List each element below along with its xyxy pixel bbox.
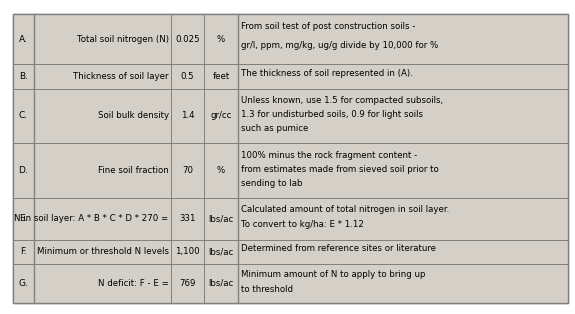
Bar <box>171 198 204 240</box>
Text: lbs/ac: lbs/ac <box>208 279 233 288</box>
Text: Minimum or threshold N levels: Minimum or threshold N levels <box>37 247 168 256</box>
Bar <box>171 240 204 264</box>
Bar <box>171 143 204 198</box>
Bar <box>34 89 171 143</box>
Bar <box>204 240 237 264</box>
Text: N deficit: F - E =: N deficit: F - E = <box>98 279 168 288</box>
Text: gr/cc: gr/cc <box>210 111 232 120</box>
Bar <box>171 14 204 64</box>
Text: Unless known, use 1.5 for compacted subsoils,: Unless known, use 1.5 for compacted subs… <box>241 96 443 106</box>
Text: from estimates made from sieved soil prior to: from estimates made from sieved soil pri… <box>241 165 439 174</box>
Text: %: % <box>217 35 225 44</box>
Bar <box>13 240 34 264</box>
Text: Soil bulk density: Soil bulk density <box>98 111 168 120</box>
Bar <box>34 64 171 89</box>
Text: From soil test of post construction soils -: From soil test of post construction soil… <box>241 22 415 31</box>
Bar <box>34 240 171 264</box>
Text: 769: 769 <box>179 279 196 288</box>
Text: A.: A. <box>19 35 28 44</box>
Bar <box>34 264 171 303</box>
Bar <box>171 264 204 303</box>
Text: 0.025: 0.025 <box>175 35 200 44</box>
Text: C.: C. <box>18 111 28 120</box>
Text: feet: feet <box>212 72 229 81</box>
Bar <box>34 143 171 198</box>
Bar <box>171 64 204 89</box>
Text: 100% minus the rock fragment content -: 100% minus the rock fragment content - <box>241 151 417 160</box>
Text: E.: E. <box>19 214 28 223</box>
Text: N in soil layer: A * B * C * D * 270 =: N in soil layer: A * B * C * D * 270 = <box>14 214 168 223</box>
Text: 1.3 for undisturbed soils, 0.9 for light soils: 1.3 for undisturbed soils, 0.9 for light… <box>241 110 423 119</box>
Text: lbs/ac: lbs/ac <box>208 247 233 256</box>
Bar <box>237 264 568 303</box>
Text: Thickness of soil layer: Thickness of soil layer <box>73 72 168 81</box>
Text: G.: G. <box>18 279 28 288</box>
Text: 0.5: 0.5 <box>181 72 194 81</box>
Bar <box>237 143 568 198</box>
Bar <box>204 14 237 64</box>
Text: to threshold: to threshold <box>241 285 293 294</box>
Text: 331: 331 <box>179 214 196 223</box>
Text: Total soil nitrogen (N): Total soil nitrogen (N) <box>76 35 168 44</box>
Bar <box>237 240 568 264</box>
Bar <box>204 89 237 143</box>
Bar <box>13 64 34 89</box>
Text: D.: D. <box>18 166 28 175</box>
Text: F.: F. <box>20 247 26 256</box>
Text: Determined from reference sites or literature: Determined from reference sites or liter… <box>241 244 436 253</box>
Bar <box>204 198 237 240</box>
Text: lbs/ac: lbs/ac <box>208 214 233 223</box>
Text: To convert to kg/ha: E * 1.12: To convert to kg/ha: E * 1.12 <box>241 220 364 229</box>
Bar <box>13 143 34 198</box>
Bar <box>204 143 237 198</box>
Text: such as pumice: such as pumice <box>241 124 308 133</box>
Bar <box>204 64 237 89</box>
Text: Fine soil fraction: Fine soil fraction <box>98 166 168 175</box>
Bar <box>34 14 171 64</box>
Bar <box>237 14 568 64</box>
Bar <box>13 89 34 143</box>
Text: gr/l, ppm, mg/kg, ug/g divide by 10,000 for %: gr/l, ppm, mg/kg, ug/g divide by 10,000 … <box>241 41 438 50</box>
Bar <box>13 14 34 64</box>
Bar <box>34 198 171 240</box>
Text: The thickness of soil represented in (A).: The thickness of soil represented in (A)… <box>241 69 413 78</box>
Bar <box>171 89 204 143</box>
Text: %: % <box>217 166 225 175</box>
Bar <box>13 264 34 303</box>
Text: sending to lab: sending to lab <box>241 179 302 188</box>
Text: 1,100: 1,100 <box>175 247 200 256</box>
Bar <box>237 64 568 89</box>
Text: Calculated amount of total nitrogen in soil layer.: Calculated amount of total nitrogen in s… <box>241 204 449 214</box>
Text: Minimum amount of N to apply to bring up: Minimum amount of N to apply to bring up <box>241 270 426 279</box>
Bar <box>13 198 34 240</box>
Text: B.: B. <box>19 72 28 81</box>
Text: 70: 70 <box>182 166 193 175</box>
Bar <box>237 198 568 240</box>
Bar <box>204 264 237 303</box>
Text: 1.4: 1.4 <box>181 111 194 120</box>
Bar <box>237 89 568 143</box>
